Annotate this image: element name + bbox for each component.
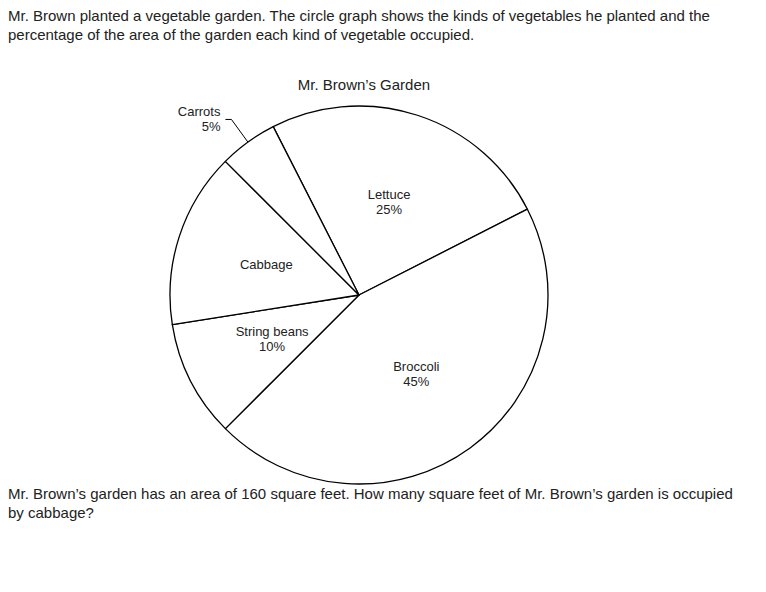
svg-text:Carrots: Carrots <box>178 104 221 119</box>
svg-text:25%: 25% <box>376 202 402 217</box>
svg-text:45%: 45% <box>403 374 429 389</box>
svg-text:Broccoli: Broccoli <box>393 359 439 374</box>
svg-text:Cabbage: Cabbage <box>240 257 293 272</box>
svg-text:5%: 5% <box>202 119 221 134</box>
svg-text:String beans: String beans <box>236 324 309 339</box>
html-text:Mr. Brown planted a vegetable: Mr. Brown planted a vegetable garden. Th… <box>8 7 710 43</box>
svg-text:10%: 10% <box>259 339 285 354</box>
svg-text:Mr. Brown’s Garden: Mr. Brown’s Garden <box>298 76 430 93</box>
html-text:Mr. Brown’s garden has an area: Mr. Brown’s garden has an area of 160 sq… <box>8 485 733 521</box>
svg-text:Lettuce: Lettuce <box>368 187 411 202</box>
